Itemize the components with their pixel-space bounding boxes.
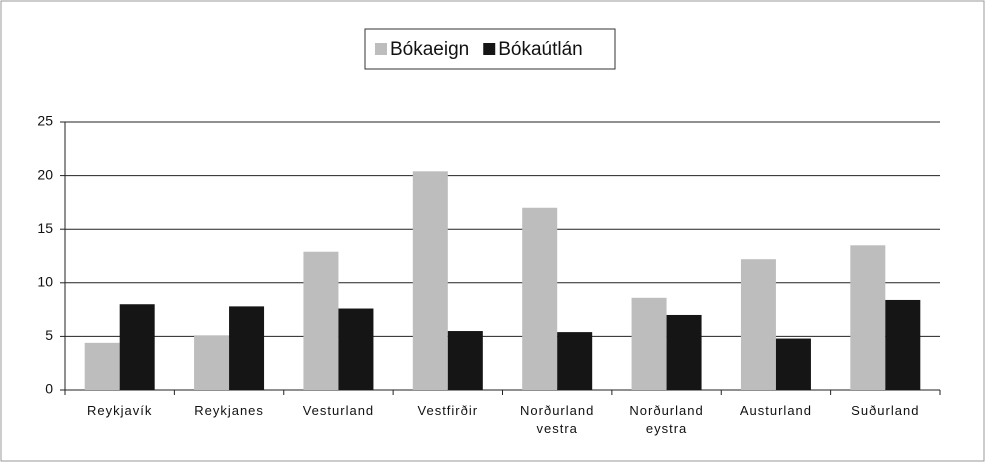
legend-swatch <box>483 43 496 55</box>
legend-label: Bókaútlán <box>498 39 583 60</box>
bar <box>775 338 811 390</box>
y-tick-label: 0 <box>45 381 53 397</box>
x-tick-label: Reykjanes <box>194 403 264 418</box>
x-tick-label: Austurland <box>739 403 813 418</box>
bar <box>740 259 776 390</box>
bar <box>119 304 155 390</box>
bar <box>631 297 667 390</box>
x-tick-label: Norðurland vestra <box>520 403 595 436</box>
x-tick-label: Vesturland <box>302 403 375 418</box>
bar <box>412 171 448 390</box>
y-tick-label: 10 <box>37 274 53 290</box>
bar <box>229 306 265 390</box>
bar <box>84 342 120 390</box>
y-tick-label: 5 <box>45 327 53 343</box>
legend-swatch <box>375 43 387 55</box>
bar <box>666 314 702 390</box>
bar <box>194 335 230 390</box>
x-tick-label: Norðurland eystra <box>629 403 704 436</box>
y-tick-label: 25 <box>37 113 53 129</box>
bar <box>885 299 921 390</box>
bar <box>338 308 374 390</box>
x-tick-label: Reykjavík <box>87 403 153 418</box>
y-tick-label: 20 <box>37 166 53 182</box>
bar <box>447 331 483 390</box>
legend-label: Bókaeign <box>390 39 469 60</box>
bar <box>557 332 593 390</box>
bar <box>303 251 339 390</box>
y-tick-label: 15 <box>37 220 53 236</box>
x-tick-label: Suðurland <box>851 403 920 418</box>
bar <box>522 207 558 390</box>
x-tick-label: Vestfirðir <box>417 403 479 418</box>
bar <box>850 245 886 390</box>
